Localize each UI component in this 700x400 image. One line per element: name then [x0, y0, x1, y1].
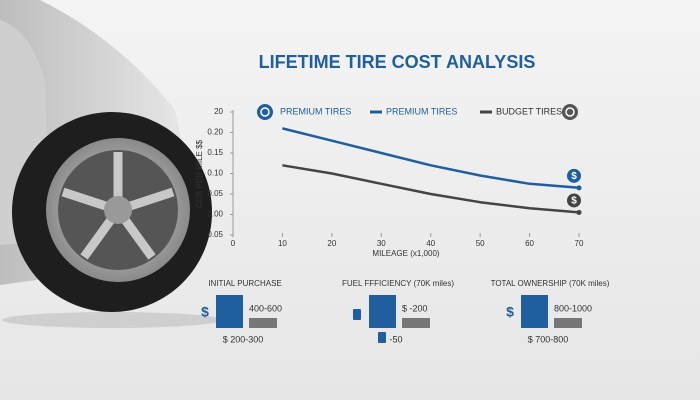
legend: PREMIUM TIRES [257, 104, 578, 120]
legend-label: PREMIUM TIRES [386, 106, 457, 116]
chart-title: LIFETIME TIRE COST ANALYSIS [259, 52, 536, 72]
tire-icon [562, 104, 578, 120]
end-point [576, 185, 582, 191]
panel-bar-high [521, 295, 548, 328]
panel-high: 400-600 [249, 303, 282, 313]
end-badge-symbol: $ [571, 171, 577, 182]
y-tick-label: 0.00 [207, 210, 223, 219]
panel-high: 800-1000 [554, 303, 592, 313]
x-tick-label: 70 [575, 239, 584, 248]
x-tick-label: 10 [278, 239, 287, 248]
badge-label: PREMIUM TIRES [280, 106, 351, 116]
y-tick-label: 0.10 [207, 169, 223, 178]
panel-title: FUEL FFFICIENCY (70K miles) [342, 279, 454, 288]
tire-icon [565, 107, 575, 117]
panel-bar-low [249, 318, 277, 328]
panel-low: -50 [389, 334, 402, 344]
x-tick-label: 0 [231, 239, 236, 248]
panel-bar-high [216, 295, 243, 328]
panel-currency: $ [506, 304, 514, 320]
legend-label: BUDGET TIRES [496, 106, 562, 116]
end-badge-symbol: $ [571, 196, 577, 207]
x-axis-label: MILEAGE (x1,000) [372, 249, 439, 258]
series-line [282, 127, 580, 190]
y-tick-label: 0.05 [207, 189, 223, 198]
panel-low: $ 700-800 [528, 334, 569, 344]
series-line [282, 164, 580, 214]
end-badge [567, 193, 581, 208]
panel-currency: $ [201, 304, 209, 320]
panel-high: $ -200 [402, 303, 428, 313]
fuel-icon [378, 332, 386, 343]
end-point [576, 209, 582, 215]
panel-low: $ 200-300 [223, 334, 264, 344]
y-axis-label: COS PER MILE $$ [195, 139, 204, 208]
x-tick-label: 40 [426, 239, 435, 248]
x-tick-label: 20 [327, 239, 336, 248]
tire-icon [260, 107, 270, 117]
x-tick-label: 30 [377, 239, 386, 248]
x-tick-label: 60 [525, 239, 534, 248]
tire-icon [257, 104, 273, 120]
y-tick-label: 0.20 [207, 128, 223, 137]
x-tick-label: 50 [476, 239, 485, 248]
y-tick-label: 0.15 [207, 148, 223, 157]
panel-title: INITIAL PURCHASE [208, 279, 282, 288]
y-tick-label: 0.05 [207, 230, 223, 239]
end-badge [567, 168, 581, 183]
panel-bar-low [402, 318, 430, 328]
panel-bar-low [554, 318, 582, 328]
panel-title: TOTAL OWNERSHIP (70K miles) [491, 279, 610, 288]
fuel-icon [353, 309, 361, 320]
y-tick-label: 20 [214, 107, 223, 116]
car [0, 0, 222, 328]
panel-bar-high [369, 295, 396, 328]
